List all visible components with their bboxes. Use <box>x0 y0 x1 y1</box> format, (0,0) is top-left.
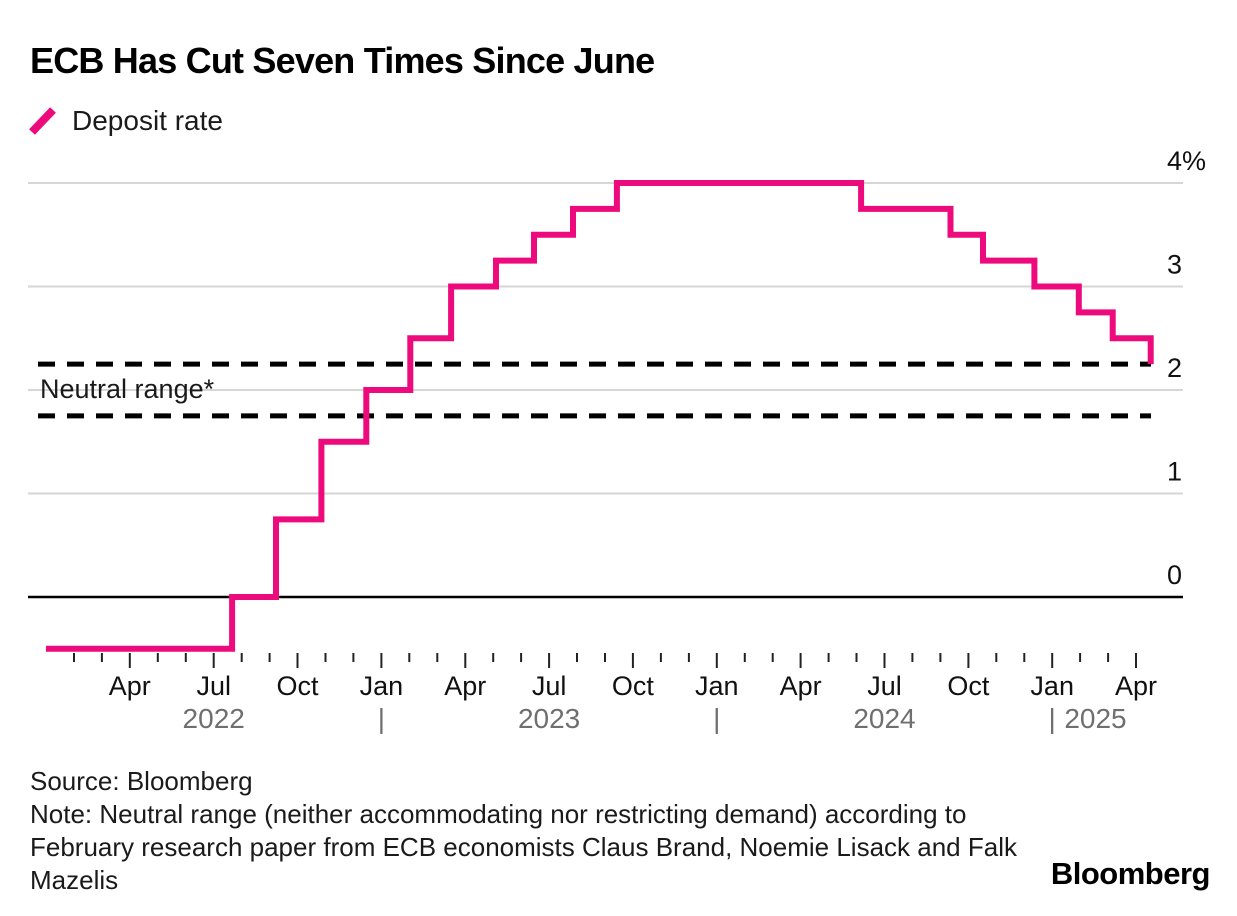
legend: Deposit rate <box>28 105 223 137</box>
x-axis-year-separator: | <box>713 703 720 734</box>
x-axis-month-label: Jan <box>695 671 739 701</box>
deposit-rate-swatch-icon <box>29 107 56 135</box>
x-axis-month-label: Jul <box>867 671 902 701</box>
note-line: Note: Neutral range (neither accommodati… <box>30 799 967 829</box>
y-axis-label: 0 <box>1167 560 1182 590</box>
bloomberg-logo: Bloomberg <box>1050 856 1211 891</box>
x-axis-month-label: Apr <box>780 671 822 701</box>
x-axis-month-label: Oct <box>947 671 990 701</box>
note-line: February research paper from ECB economi… <box>30 832 1017 862</box>
x-axis-year-label: 2023 <box>518 703 580 734</box>
x-axis-year-separator: | <box>1049 703 1056 734</box>
x-axis-month-label: Apr <box>109 671 151 701</box>
x-axis-year-label: 2025 <box>1064 703 1126 734</box>
source-line: Source: Bloomberg <box>30 766 253 796</box>
footer: Source: Bloomberg Note: Neutral range (n… <box>30 765 1017 897</box>
y-axis-label: 4% <box>1167 146 1206 176</box>
legend-label: Deposit rate <box>72 105 223 136</box>
x-axis-month-label: Jan <box>360 671 404 701</box>
x-axis-month-label: Jul <box>196 671 231 701</box>
deposit-rate-line <box>46 180 1154 652</box>
x-axis-year-label: 2022 <box>183 703 245 734</box>
x-axis-year-label: 2024 <box>853 703 915 734</box>
x-axis-month-label: Oct <box>276 671 319 701</box>
x-axis-month-label: Jan <box>1030 671 1074 701</box>
x-axis-month-label: Jul <box>532 671 567 701</box>
note-line: Mazelis <box>30 865 119 895</box>
x-axis-month-label: Oct <box>612 671 655 701</box>
y-axis-label: 3 <box>1167 250 1182 280</box>
y-axis-label: 1 <box>1167 457 1182 487</box>
x-axis-year-separator: | <box>378 703 385 734</box>
x-axis-month-label: Apr <box>444 671 486 701</box>
chart-title: ECB Has Cut Seven Times Since June <box>30 40 655 81</box>
y-axis-label: 2 <box>1167 353 1182 383</box>
neutral-range-label: Neutral range* <box>40 374 215 404</box>
x-axis-month-label: Apr <box>1115 671 1157 701</box>
